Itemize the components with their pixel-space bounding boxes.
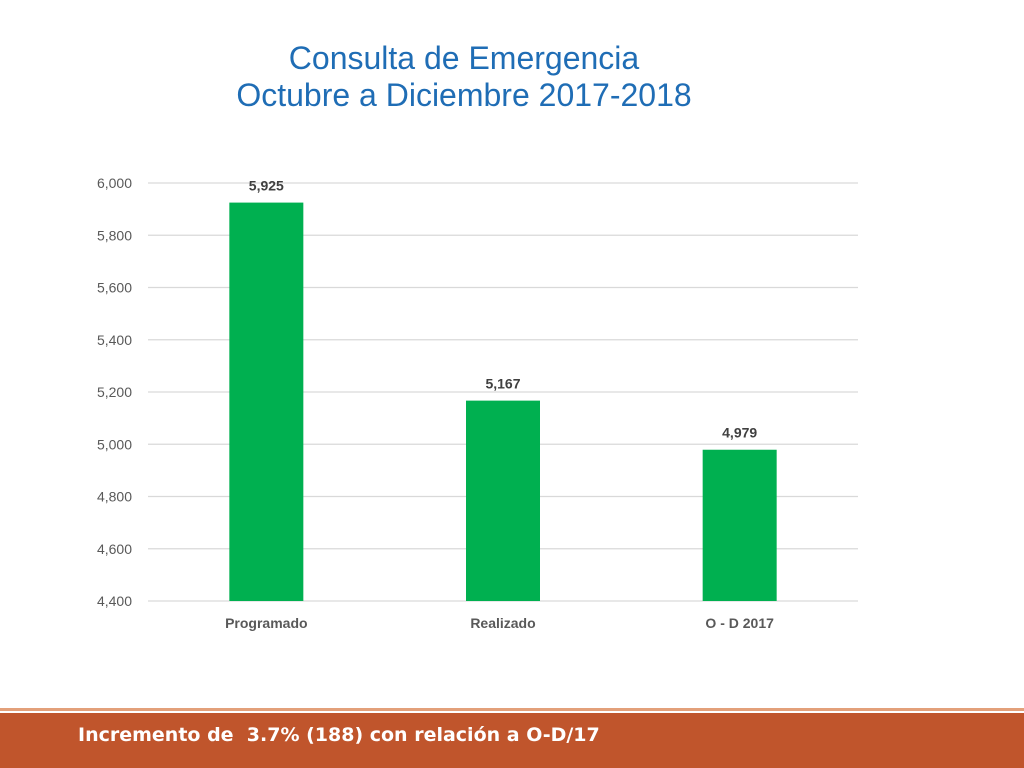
y-tick-label: 5,600 [97,280,132,296]
bar [466,400,540,601]
footer-caption: Incremento de 3.7% (188) con relación a … [78,724,600,746]
chart-title-line-2: Octubre a Diciembre 2017-2018 [236,77,692,113]
y-tick-label: 5,200 [97,384,132,400]
y-axis-tick-labels: 4,400 4,600 4,800 5,000 5,200 5,400 5,600 5,800… [97,175,132,609]
y-tick-label: 6,000 [97,175,132,191]
y-tick-label: 5,400 [97,332,132,348]
x-tick-label: O - D 2017 [705,615,774,631]
footer-divider [0,708,1024,711]
y-tick-label: 5,800 [97,227,132,243]
y-tick-label: 4,800 [97,489,132,505]
chart-title: Consulta de Emergencia Octubre a Diciemb… [0,40,928,114]
y-tick-label: 5,000 [97,436,132,452]
x-tick-label: Programado [225,615,307,631]
x-axis-tick-labels: Programado Realizado O - D 2017 [225,615,774,631]
bar-value-label: 5,925 [249,178,284,194]
x-tick-label: Realizado [470,615,535,631]
bars [229,202,777,601]
bar [702,449,777,601]
data-labels: 5,925 5,167 4,979 [249,178,758,441]
y-tick-label: 4,600 [97,541,132,557]
bar-value-label: 4,979 [722,425,757,441]
y-tick-label: 4,400 [97,593,132,609]
bar-chart: 4,400 4,600 4,800 5,000 5,200 5,400 5,600 5,800… [97,175,858,631]
footer-band [0,713,1024,768]
bar [229,202,304,601]
bar-value-label: 5,167 [485,376,520,392]
chart-title-line-1: Consulta de Emergencia [288,40,640,76]
